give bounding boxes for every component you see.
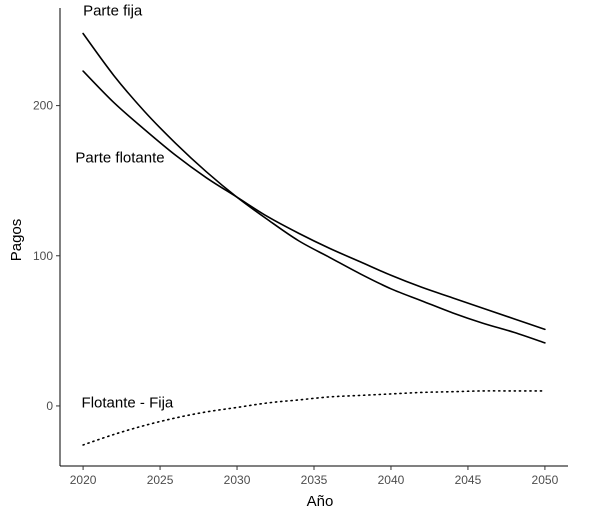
annotation-parte-flotante: Parte flotante xyxy=(75,150,164,167)
annotations: Parte fija Parte flotante Flotante - Fija xyxy=(75,3,174,412)
x-tick-label: 2035 xyxy=(301,473,328,487)
x-ticks: 2020 2025 2030 2035 2040 2045 2050 xyxy=(70,466,559,487)
x-tick-label: 2040 xyxy=(378,473,405,487)
y-tick-label: 0 xyxy=(46,399,53,413)
x-tick-label: 2025 xyxy=(147,473,174,487)
series-line-flotante-fija xyxy=(82,390,546,446)
series-line-parte-fija xyxy=(82,32,546,344)
x-tick-label: 2045 xyxy=(455,473,482,487)
y-tick-label: 200 xyxy=(33,99,53,113)
x-tick-label: 2020 xyxy=(70,473,97,487)
x-axis-title: Año xyxy=(307,493,334,510)
x-tick-label: 2050 xyxy=(532,473,559,487)
annotation-parte-fija: Parte fija xyxy=(83,3,143,20)
x-tick-label: 2030 xyxy=(224,473,251,487)
plot-lines xyxy=(82,32,546,446)
y-axis-title: Pagos xyxy=(8,219,25,262)
annotation-flotante-fija: Flotante - Fija xyxy=(82,394,174,411)
y-tick-label: 100 xyxy=(33,249,53,263)
y-ticks: 0 100 200 xyxy=(33,99,60,413)
series-line-parte-flotante xyxy=(82,70,546,331)
